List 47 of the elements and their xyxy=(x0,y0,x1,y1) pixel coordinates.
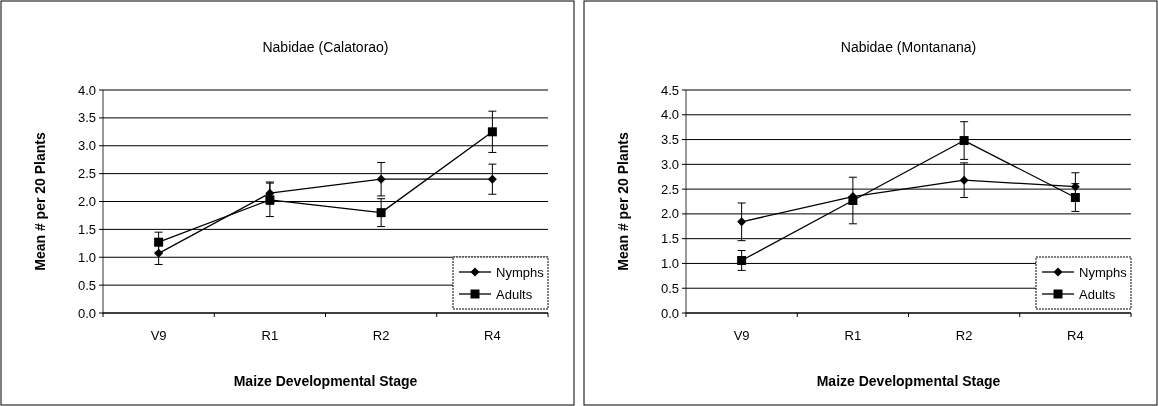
point xyxy=(737,255,747,265)
x-axis-title: Maize Developmental Stage xyxy=(233,373,418,389)
y-tick-label: 0.0 xyxy=(660,305,679,321)
point xyxy=(154,248,164,258)
point xyxy=(376,208,386,218)
x-axis-title: Maize Developmental Stage xyxy=(816,373,1001,389)
x-tick-label: V9 xyxy=(150,328,167,343)
y-tick-label: 1.5 xyxy=(660,231,679,247)
x-tick-label: V9 xyxy=(733,328,750,343)
x-tick-label: R1 xyxy=(844,328,862,343)
y-tick-label: 1.5 xyxy=(77,221,96,237)
y-tick-label: 4.0 xyxy=(660,107,679,123)
y-tick-label: 3.0 xyxy=(660,156,679,172)
y-axis-title: Mean # per 20 Plants xyxy=(615,132,631,271)
y-tick-label: 0.5 xyxy=(660,280,679,296)
point xyxy=(1070,182,1080,192)
x-tick-label: R2 xyxy=(372,328,390,343)
y-tick-label: 3.5 xyxy=(660,132,679,148)
point xyxy=(487,127,497,137)
point xyxy=(959,175,969,185)
point xyxy=(376,174,386,184)
y-tick-label: 2.5 xyxy=(77,166,96,182)
x-tick-label: R1 xyxy=(261,328,279,343)
y-tick-label: 2.0 xyxy=(660,206,679,222)
x-tick-label: R4 xyxy=(1067,328,1084,343)
legend-label: Nymphs xyxy=(1079,264,1128,280)
y-tick-label: 1.0 xyxy=(660,255,679,271)
y-tick-label: 1.0 xyxy=(77,249,96,265)
y-tick-label: 3.0 xyxy=(77,138,96,154)
legend-label: Adults xyxy=(496,286,533,302)
y-tick-label: 3.5 xyxy=(77,110,96,126)
y-tick-label: 4.0 xyxy=(77,82,96,98)
point xyxy=(737,217,747,227)
point xyxy=(959,136,969,146)
chart-title: Nabidae (Montanana) xyxy=(840,39,977,55)
y-tick-label: 4.5 xyxy=(660,82,679,98)
chart-title: Nabidae (Calatorao) xyxy=(262,39,389,55)
legend-label: Adults xyxy=(1079,286,1116,302)
y-tick-label: 0.5 xyxy=(77,277,96,293)
x-tick-label: R2 xyxy=(955,328,973,343)
y-tick-label: 0.0 xyxy=(77,305,96,321)
y-tick-label: 2.0 xyxy=(77,194,96,210)
y-axis-title: Mean # per 20 Plants xyxy=(32,132,48,271)
point xyxy=(487,174,497,184)
legend-label: Nymphs xyxy=(496,264,545,280)
x-tick-label: R4 xyxy=(484,328,501,343)
y-tick-label: 2.5 xyxy=(660,181,679,197)
